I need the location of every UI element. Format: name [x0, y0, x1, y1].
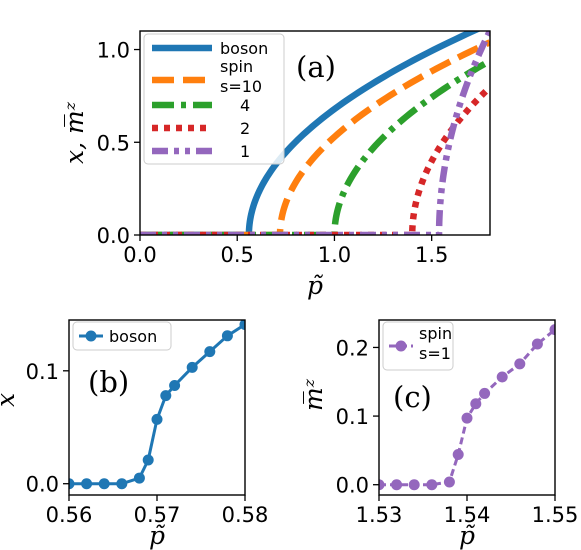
x-tick-label: 0.56	[46, 503, 93, 527]
panel-b-chart: (b) 0.56 0.57 0.58 0.0 0.1 p̃ x boson	[0, 319, 268, 550]
panel-c-series	[379, 324, 555, 491]
panel-c-ticks: 1.53 1.54 1.55 0.0 0.1 0.2	[336, 336, 579, 527]
y-tick-label: 1.0	[97, 39, 130, 63]
data-point	[443, 476, 455, 488]
series-line-4	[140, 84, 490, 235]
panel-b-legend: boson	[72, 321, 172, 351]
legend-box	[382, 321, 454, 371]
x-tick-label: 1.5	[415, 243, 448, 267]
data-point	[461, 412, 473, 424]
y-tick-label: 0.0	[97, 224, 130, 248]
legend-label: 1	[240, 142, 250, 161]
data-point	[69, 478, 75, 490]
data-point	[496, 371, 508, 383]
data-point	[426, 479, 438, 491]
panel-a-label: (a)	[296, 50, 336, 84]
y-tick-label: 0.1	[336, 405, 369, 429]
data-point	[549, 324, 555, 336]
data-point	[98, 478, 110, 490]
y-tick-label: 0.2	[336, 336, 369, 360]
data-point	[221, 330, 233, 342]
legend-box	[143, 33, 285, 165]
panel-b-ylabel: x	[0, 393, 20, 407]
legend-label: spin	[220, 57, 253, 76]
data-point	[151, 413, 163, 425]
legend-label: s=1	[419, 344, 451, 363]
panel-c-xlabel: p̃	[459, 521, 476, 550]
y-tick-label: 0.1	[26, 360, 59, 384]
data-point	[204, 346, 216, 358]
panel-b-series	[69, 320, 245, 490]
y-tick-label: 0.5	[97, 131, 130, 155]
legend-label: 2	[240, 119, 250, 138]
data-point	[239, 320, 245, 331]
x-tick-label: 0.0	[123, 243, 156, 267]
legend-label: 4	[240, 96, 250, 115]
panel-a-ylabel: x, m̅ᶻ	[60, 101, 89, 164]
series-line-5	[140, 31, 490, 235]
data-point	[169, 379, 181, 391]
series-line-3	[140, 58, 490, 235]
data-point	[160, 390, 172, 402]
data-point	[391, 479, 403, 491]
legend-label: boson	[220, 39, 268, 58]
panel-c-ylabel: m̅ᶻ	[299, 378, 328, 411]
panel-a-ticks: 0.0 0.5 1.0 1.5 0.0 0.5 1.0	[97, 39, 449, 267]
data-point	[514, 358, 526, 370]
data-point	[142, 454, 154, 466]
panel-b-xlabel: p̃	[149, 521, 166, 550]
y-tick-label: 0.0	[336, 474, 369, 498]
x-tick-label: 0.5	[221, 243, 254, 267]
legend-marker	[395, 340, 407, 352]
panel-b-label: (b)	[88, 365, 129, 399]
data-point	[81, 478, 93, 490]
legend-label: spin	[419, 324, 452, 343]
data-point	[452, 449, 464, 461]
x-tick-label: 0.58	[222, 503, 269, 527]
panel-a-series	[140, 31, 490, 235]
panel-b-ticks: 0.56 0.57 0.58 0.0 0.1	[26, 360, 269, 527]
data-point	[479, 387, 491, 399]
panel-a-frame	[139, 30, 491, 236]
data-point	[133, 472, 145, 484]
legend-marker	[85, 330, 97, 342]
y-tick-label: 0.0	[26, 473, 59, 497]
panel-c-label: (c)	[393, 380, 432, 414]
x-tick-label: 1.0	[318, 243, 351, 267]
x-tick-label: 1.53	[356, 503, 403, 527]
x-tick-label: 1.54	[444, 503, 491, 527]
data-point	[186, 361, 198, 373]
series-line-1	[140, 31, 482, 235]
series-line-2	[140, 39, 490, 235]
panel-a-chart: (a) 0.0 0.5 1.0 1.5 0.0 0.5 1.0 p̃ x, m̅ᶻ boso…	[60, 30, 491, 300]
legend-label: boson	[109, 327, 157, 346]
x-tick-label: 1.55	[532, 503, 579, 527]
data-point	[379, 479, 385, 491]
legend-box	[72, 321, 172, 351]
x-tick-label: 0.57	[134, 503, 181, 527]
data-point	[116, 478, 128, 490]
data-point	[408, 479, 420, 491]
data-point	[531, 338, 543, 350]
legend-label: s=10	[220, 77, 262, 96]
panel-a-xlabel: p̃	[307, 271, 324, 300]
data-point	[470, 398, 482, 410]
